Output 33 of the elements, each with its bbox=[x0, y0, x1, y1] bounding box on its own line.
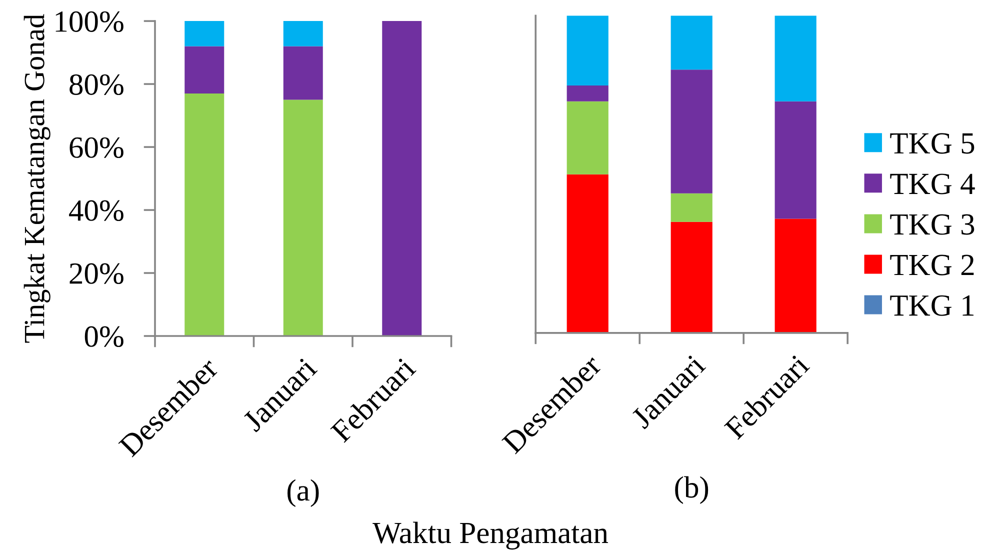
x-axis-title: (a) bbox=[288, 479, 319, 508]
legend-label: TKG 5 bbox=[890, 133, 974, 154]
y-tick-label: 100% bbox=[56, 11, 124, 32]
bar bbox=[184, 21, 224, 46]
y-tick-label: 0% bbox=[84, 326, 124, 348]
legend-label: TKG 1 bbox=[890, 295, 974, 316]
bar bbox=[283, 100, 323, 336]
x-axis-title: (b) bbox=[675, 476, 708, 504]
legend-label: TKG 2 bbox=[890, 254, 974, 276]
bar bbox=[283, 21, 323, 46]
bar bbox=[670, 16, 712, 70]
y-tick-label: 60% bbox=[70, 137, 124, 158]
bar bbox=[566, 85, 608, 102]
bar bbox=[566, 101, 608, 174]
bar bbox=[774, 218, 816, 333]
legend-label: TKG 4 bbox=[890, 174, 975, 194]
y-tick-label: 20% bbox=[70, 263, 124, 284]
bar bbox=[184, 46, 224, 94]
y-tick-label: 40% bbox=[69, 200, 124, 222]
bar bbox=[774, 16, 816, 102]
bar bbox=[670, 222, 712, 333]
legend-label: TKG 3 bbox=[890, 214, 974, 235]
bar bbox=[184, 93, 224, 336]
bar bbox=[566, 174, 608, 333]
bar bbox=[283, 46, 323, 100]
y-tick-label: 80% bbox=[70, 74, 124, 96]
y-axis-title: Tingkat Kematangan Gonad bbox=[24, 14, 50, 343]
bar bbox=[670, 193, 712, 222]
bar bbox=[382, 21, 422, 336]
bar bbox=[670, 70, 712, 194]
text: Waktu Pengamatan bbox=[372, 522, 608, 550]
bar bbox=[774, 101, 816, 219]
bar bbox=[566, 16, 608, 86]
